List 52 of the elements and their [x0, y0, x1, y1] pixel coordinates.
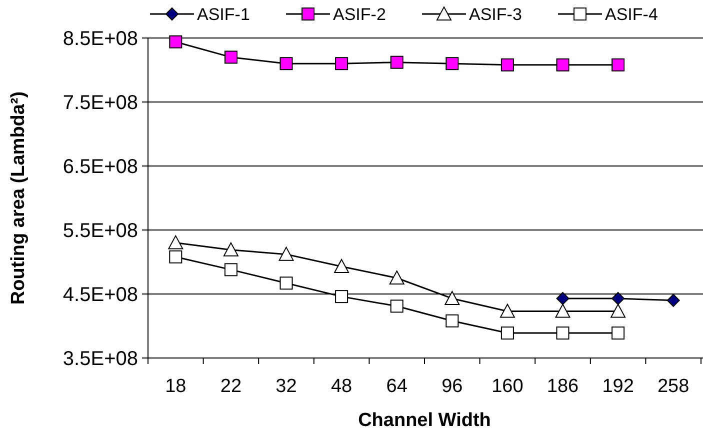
point: [280, 57, 293, 70]
x-tick-label: 18: [165, 376, 186, 397]
point: [169, 250, 182, 264]
point: [500, 58, 514, 72]
point: [390, 300, 404, 313]
point: [446, 57, 459, 70]
point: [556, 292, 570, 305]
point: [556, 58, 570, 72]
point: [666, 294, 680, 307]
point: [390, 56, 404, 69]
point: [335, 57, 348, 70]
x-axis-title: Channel Width: [358, 410, 491, 431]
y-tick-label: 3.5E+08: [62, 348, 138, 370]
x-tick-label: 64: [386, 376, 408, 397]
y-tick-label: 4.5E+08: [62, 284, 138, 306]
point: [223, 242, 238, 256]
point: [224, 263, 238, 276]
point: [169, 35, 182, 48]
legend-label: ASIF-2: [333, 4, 386, 24]
x-tick-label: 160: [492, 376, 524, 397]
y-axis-title: Routing area (Lambda²): [8, 91, 29, 305]
legend-label: ASIF-1: [197, 4, 250, 24]
point: [555, 304, 570, 318]
point: [334, 258, 350, 273]
y-tick-label: 5.5E+08: [62, 220, 138, 242]
y-tick-label: 8.5E+08: [62, 28, 138, 50]
x-tick-label: 32: [276, 376, 297, 397]
x-tick-label: 48: [330, 376, 352, 397]
legend-label: ASIF-3: [469, 4, 522, 24]
point: [389, 270, 404, 284]
y-tick-label: 6.5E+08: [62, 156, 138, 178]
point: [280, 276, 293, 290]
point: [556, 326, 570, 340]
x-tick-label: 192: [602, 376, 634, 397]
point: [610, 304, 626, 318]
point: [500, 326, 514, 340]
point: [444, 290, 460, 305]
x-tick-label: 22: [220, 376, 242, 397]
x-tick-label: 96: [442, 376, 463, 397]
legend-label: ASIF-4: [605, 4, 658, 24]
x-tick-label: 186: [546, 376, 579, 397]
point: [500, 304, 515, 318]
y-tick-label: 7.5E+08: [62, 92, 138, 114]
point: [612, 326, 625, 340]
point: [168, 235, 184, 250]
point: [612, 58, 625, 72]
point: [335, 290, 348, 304]
point: [278, 246, 294, 261]
point: [612, 292, 625, 305]
point: [446, 314, 459, 328]
point: [224, 50, 238, 64]
x-tick-label: 258: [658, 376, 690, 397]
